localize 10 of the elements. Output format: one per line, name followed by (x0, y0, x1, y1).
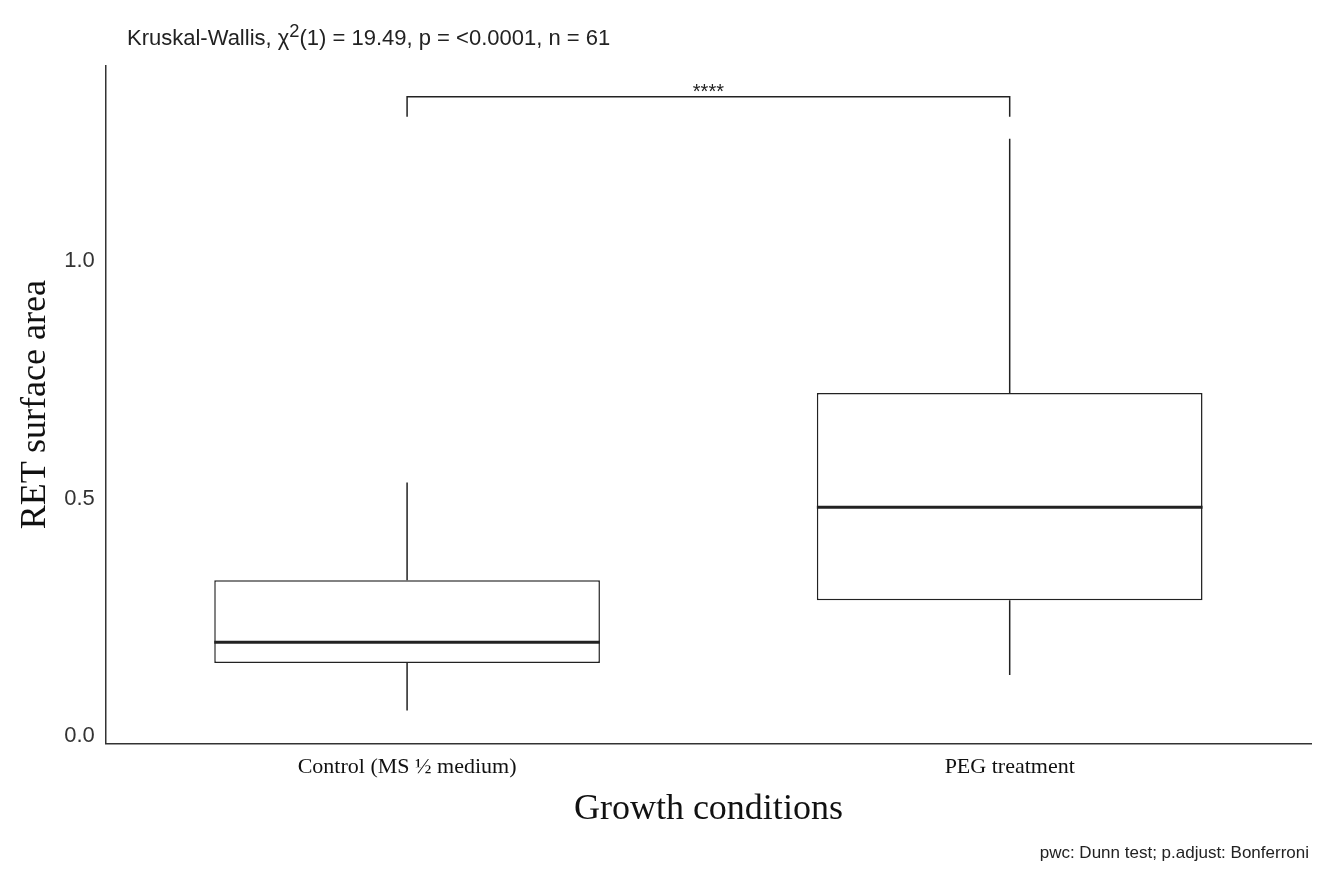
y-tick-label: 1.0 (64, 246, 95, 272)
y-axis-title: RET surface area (13, 280, 54, 530)
x-axis-title: Growth conditions (573, 786, 843, 827)
x-tick-label: Control (MS ½ medium) (297, 753, 517, 779)
annotation: **** (692, 80, 725, 103)
x-tick-label: PEG treatment (944, 753, 1075, 779)
text: pwc: Dunn test; p.adjust: Bonferroni (1039, 843, 1309, 863)
chart-title: Kruskal-Wallis, χ$^{2}$(1) = 19.49, p = <0.0001, n = 61 (127, 20, 611, 52)
y-tick-label: 0.0 (64, 722, 95, 748)
y-tick-label: 0.5 (64, 484, 95, 510)
